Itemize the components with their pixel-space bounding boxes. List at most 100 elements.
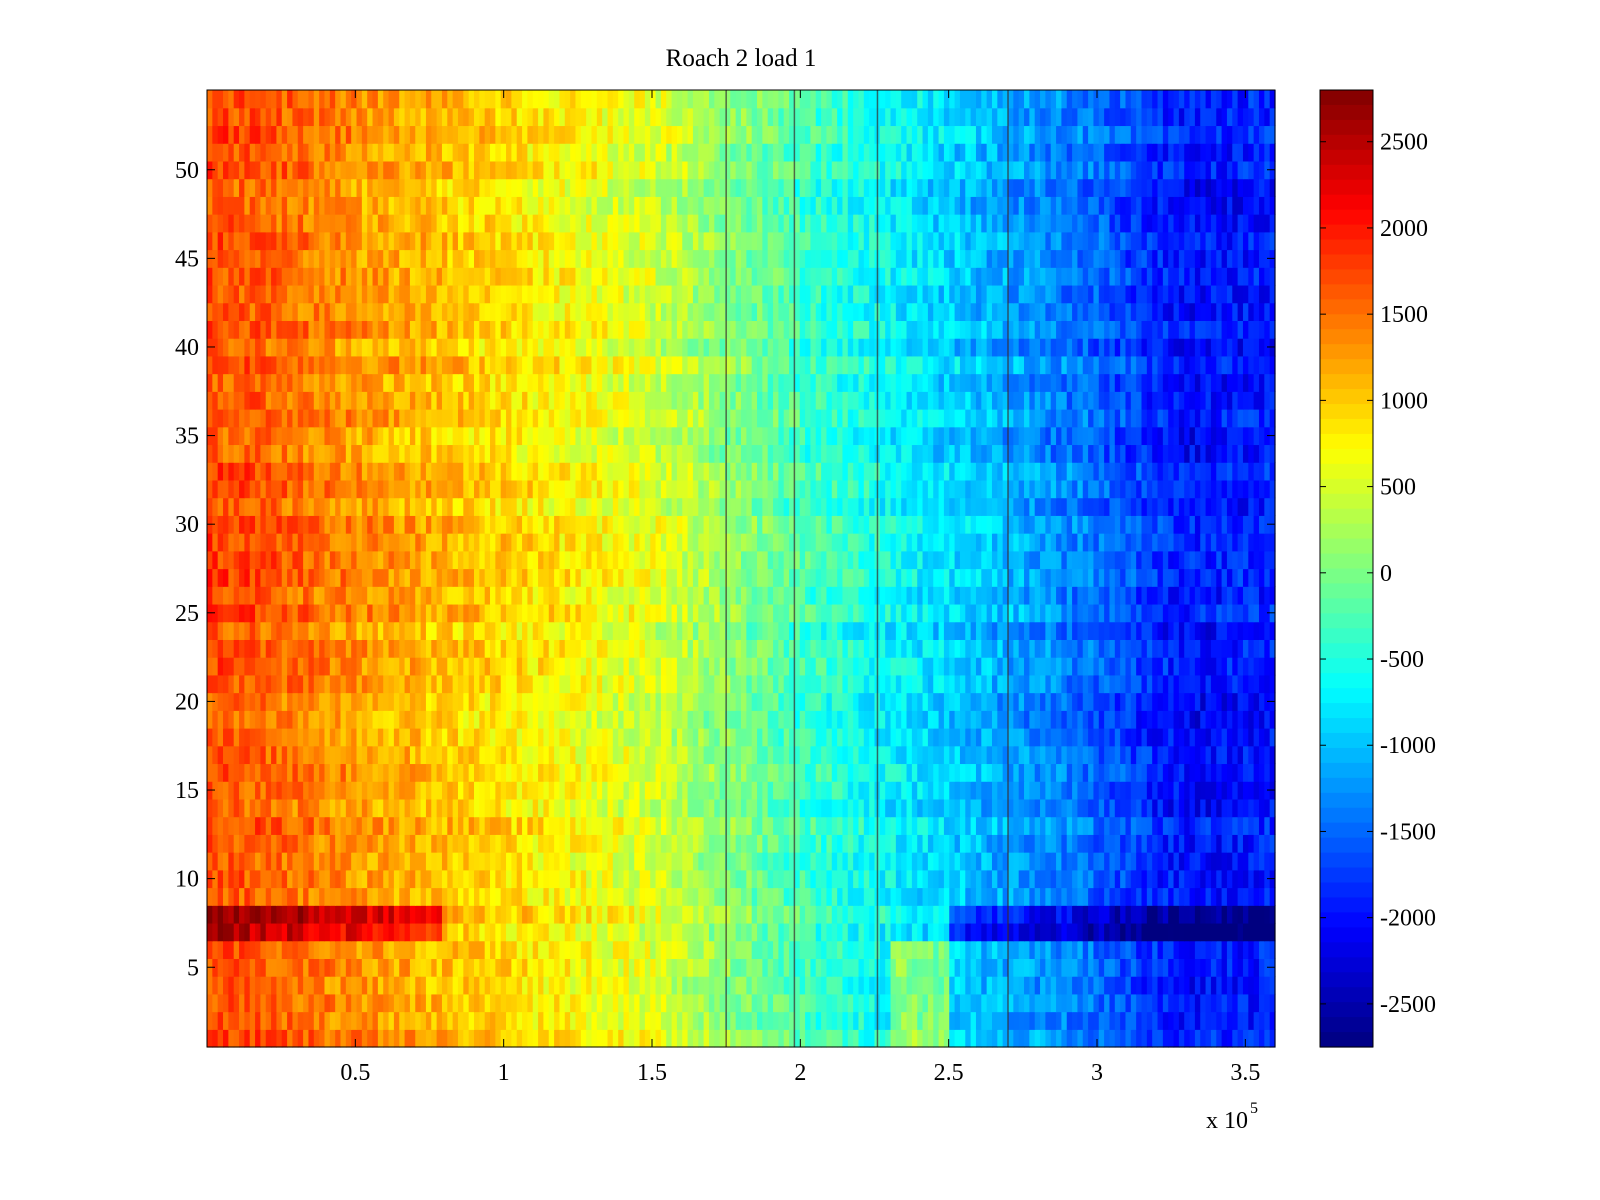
heatmap-cell	[543, 869, 550, 889]
heatmap-cell	[885, 1029, 892, 1048]
heatmap-cell	[287, 763, 294, 782]
heatmap-cell	[773, 781, 779, 800]
heatmap-cell	[1088, 905, 1095, 924]
heatmap-cell	[1221, 798, 1228, 818]
heatmap-cell	[1205, 1029, 1212, 1048]
heatmap-cell	[1093, 763, 1100, 782]
heatmap-cell	[260, 869, 267, 889]
heatmap-cell	[959, 958, 966, 977]
heatmap-cell	[660, 728, 667, 747]
heatmap-cell	[490, 781, 496, 800]
heatmap-cell	[746, 816, 753, 835]
heatmap-cell	[484, 905, 491, 924]
heatmap-cell	[1002, 674, 1009, 694]
heatmap-cell	[586, 852, 593, 871]
heatmap-cell	[607, 1011, 614, 1030]
heatmap-cell	[943, 674, 950, 694]
heatmap-cell	[383, 710, 390, 729]
heatmap-cell	[655, 674, 662, 694]
heatmap-cell	[1152, 728, 1159, 747]
heatmap-cell	[420, 745, 427, 765]
heatmap-cell	[863, 993, 870, 1013]
heatmap-cell	[361, 781, 368, 800]
heatmap-cell	[420, 763, 427, 782]
heatmap-cell	[436, 781, 443, 800]
heatmap-cell	[388, 763, 395, 782]
heatmap-cell	[409, 728, 416, 747]
heatmap-cell	[436, 922, 443, 942]
heatmap-cell	[708, 1011, 715, 1030]
heatmap-cell	[1024, 940, 1030, 959]
heatmap-cell	[612, 763, 619, 782]
heatmap-cell	[970, 1029, 977, 1048]
heatmap-cell	[538, 621, 545, 640]
heatmap-cell	[682, 657, 689, 676]
heatmap-cell	[500, 976, 507, 995]
heatmap-cell	[1264, 976, 1271, 995]
heatmap-cell	[634, 905, 641, 924]
heatmap-cell	[361, 922, 368, 942]
heatmap-cell	[1200, 958, 1207, 977]
heatmap-cell	[586, 834, 593, 853]
heatmap-cell	[666, 834, 673, 853]
heatmap-cell	[399, 710, 406, 729]
heatmap-cell	[714, 763, 721, 782]
heatmap-cell	[393, 852, 400, 871]
heatmap-cell	[847, 816, 854, 835]
heatmap-cell	[479, 1029, 486, 1048]
heatmap-cell	[1269, 993, 1276, 1013]
heatmap-cell	[863, 603, 870, 623]
heatmap-cell	[1242, 798, 1249, 818]
heatmap-cell	[212, 639, 219, 658]
heatmap-cell	[554, 905, 561, 924]
heatmap-cell	[516, 887, 523, 906]
heatmap-cell	[730, 781, 737, 800]
heatmap-cell	[708, 922, 715, 942]
heatmap-cell	[479, 728, 486, 747]
heatmap-cell	[943, 657, 950, 676]
heatmap-cell	[329, 781, 336, 800]
heatmap-cell	[917, 710, 924, 729]
heatmap-cell	[746, 958, 753, 977]
heatmap-cell	[1258, 993, 1265, 1013]
heatmap-cell	[265, 728, 272, 747]
heatmap-cell	[799, 993, 806, 1013]
heatmap-cell	[329, 816, 336, 835]
heatmap-cell	[217, 692, 224, 711]
heatmap-cell	[303, 657, 310, 676]
heatmap-cell	[1098, 834, 1105, 853]
heatmap-cell	[783, 993, 790, 1013]
heatmap-cell	[821, 745, 828, 765]
heatmap-cell	[324, 852, 331, 871]
heatmap-cell	[911, 993, 918, 1013]
heatmap-cell	[853, 657, 860, 676]
heatmap-cell	[511, 834, 518, 853]
heatmap-cell	[420, 1011, 427, 1030]
heatmap-cell	[692, 905, 699, 924]
heatmap-cell	[260, 639, 267, 658]
heatmap-cell	[1040, 834, 1046, 853]
heatmap-cell	[837, 976, 844, 995]
heatmap-cell	[281, 1029, 288, 1048]
heatmap-cell	[415, 852, 422, 871]
heatmap-cell	[1200, 922, 1207, 942]
heatmap-cell	[1008, 674, 1014, 694]
heatmap-cell	[634, 852, 641, 871]
heatmap-cell	[666, 816, 673, 835]
heatmap-cell	[660, 781, 667, 800]
heatmap-cell	[762, 657, 769, 676]
heatmap-cell	[367, 887, 374, 906]
heatmap-cell	[1173, 621, 1180, 640]
heatmap-cell	[895, 887, 902, 906]
heatmap-cell	[1109, 869, 1116, 889]
heatmap-cell	[997, 905, 1004, 924]
heatmap-cell	[1125, 869, 1132, 889]
heatmap-cell	[954, 639, 961, 658]
heatmap-cell	[479, 940, 486, 959]
heatmap-cell	[1248, 763, 1255, 782]
heatmap-cell	[1072, 976, 1079, 995]
heatmap-cell	[559, 692, 566, 711]
heatmap-cell	[313, 1011, 320, 1030]
heatmap-cell	[602, 603, 609, 623]
heatmap-cell	[479, 852, 486, 871]
